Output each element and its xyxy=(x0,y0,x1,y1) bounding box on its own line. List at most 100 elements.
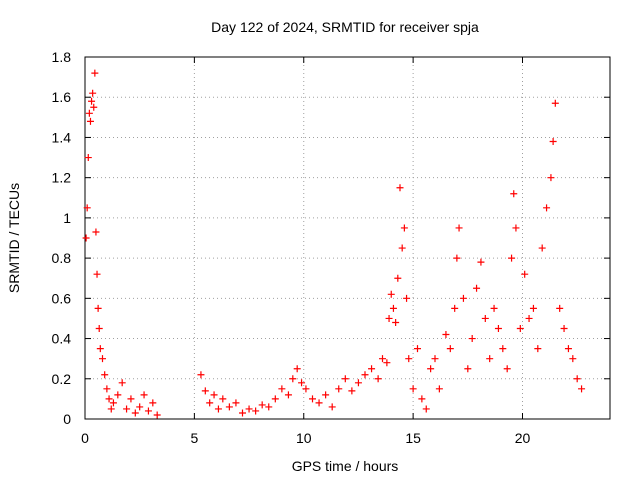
data-point xyxy=(309,395,316,403)
data-point xyxy=(114,391,122,399)
data-point xyxy=(239,409,246,417)
data-point xyxy=(477,258,485,266)
data-point xyxy=(396,184,404,192)
data-point xyxy=(83,204,91,212)
data-point xyxy=(538,244,546,252)
data-point xyxy=(385,314,393,322)
data-point xyxy=(131,409,139,417)
y-tick-label: 1.8 xyxy=(52,49,72,65)
data-point xyxy=(232,399,240,407)
data-point xyxy=(84,154,92,162)
plot-frame xyxy=(84,56,611,420)
data-point xyxy=(573,375,581,383)
data-point xyxy=(298,379,306,387)
data-point xyxy=(302,385,310,393)
data-point xyxy=(118,379,126,387)
data-point xyxy=(92,228,100,236)
x-tick-label: 5 xyxy=(190,430,198,446)
x-tick-label: 0 xyxy=(81,430,89,446)
data-point xyxy=(153,411,161,419)
y-tick-label: 1 xyxy=(63,210,71,226)
x-tick-label: 10 xyxy=(296,430,312,446)
data-point xyxy=(551,99,559,107)
data-point xyxy=(149,399,157,407)
data-point xyxy=(427,365,435,373)
data-point xyxy=(105,395,113,403)
data-point xyxy=(510,190,518,198)
data-point xyxy=(258,401,266,409)
data-point xyxy=(219,395,227,403)
data-point xyxy=(289,375,297,383)
data-point xyxy=(529,304,537,312)
y-tick-label: 0.6 xyxy=(52,290,72,306)
data-point xyxy=(534,345,542,353)
data-point xyxy=(96,345,104,353)
data-point xyxy=(210,391,218,399)
y-tick-label: 0.2 xyxy=(52,371,72,387)
data-point xyxy=(368,365,376,373)
data-point xyxy=(136,403,144,411)
data-point xyxy=(405,355,413,363)
data-point xyxy=(569,355,577,363)
data-point xyxy=(490,304,498,312)
data-point xyxy=(99,355,106,363)
data-point xyxy=(252,407,260,415)
data-point xyxy=(109,399,117,407)
data-point xyxy=(86,117,94,125)
data-point xyxy=(431,355,439,363)
data-point xyxy=(197,371,205,379)
data-point xyxy=(494,325,502,332)
data-point xyxy=(521,270,529,278)
data-point xyxy=(400,224,408,232)
data-point xyxy=(89,89,97,97)
data-point xyxy=(499,345,507,353)
data-point xyxy=(354,379,362,387)
data-point xyxy=(201,387,209,395)
data-point xyxy=(486,355,494,363)
data-point xyxy=(442,331,450,339)
data-point xyxy=(543,204,551,212)
data-point xyxy=(322,391,330,399)
data-point xyxy=(341,375,349,383)
data-point xyxy=(578,385,586,393)
data-point xyxy=(103,385,111,393)
data-point xyxy=(361,371,369,379)
x-tick-label: 20 xyxy=(515,430,531,446)
data-point xyxy=(564,345,572,353)
y-tick-label: 0.8 xyxy=(52,250,72,266)
data-point xyxy=(387,290,395,298)
chart-title: Day 122 of 2024, SRMTID for receiver spj… xyxy=(211,19,479,35)
data-point xyxy=(88,97,96,105)
data-point xyxy=(549,137,557,145)
data-point xyxy=(422,405,430,413)
data-point xyxy=(516,325,524,332)
data-point xyxy=(473,284,481,292)
data-point xyxy=(144,407,152,415)
y-tick-label: 0 xyxy=(63,411,71,427)
data-point xyxy=(453,254,461,262)
data-point xyxy=(455,224,463,232)
data-point xyxy=(409,385,417,393)
y-tick-label: 1.6 xyxy=(52,89,72,105)
data-point xyxy=(278,385,286,393)
data-point xyxy=(82,234,90,242)
data-point xyxy=(414,345,421,353)
x-tick-label: 15 xyxy=(405,430,421,446)
data-point xyxy=(328,403,336,411)
data-point xyxy=(418,395,426,403)
data-point xyxy=(451,304,459,312)
data-point xyxy=(435,385,443,393)
data-point xyxy=(214,405,222,413)
grid-layer xyxy=(85,57,610,419)
data-point xyxy=(481,314,489,322)
data-point xyxy=(245,405,253,413)
data-point xyxy=(284,391,292,399)
data-point xyxy=(464,365,472,373)
x-axis-label: GPS time / hours xyxy=(292,458,399,474)
data-point xyxy=(123,405,131,413)
y-tick-label: 1.4 xyxy=(52,129,72,145)
data-point xyxy=(379,355,386,363)
data-marks xyxy=(82,69,586,419)
data-point xyxy=(392,318,400,326)
